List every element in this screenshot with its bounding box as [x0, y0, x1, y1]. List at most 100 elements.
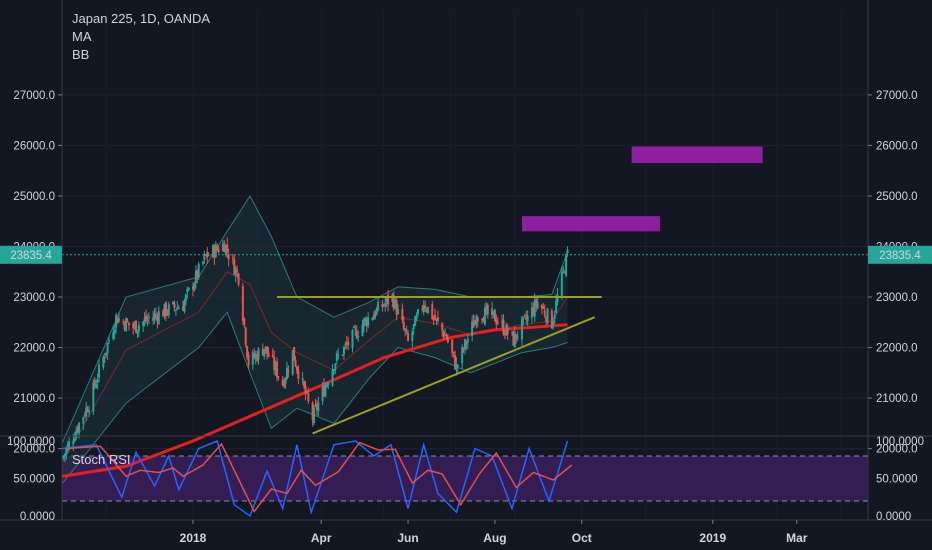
candle-body [145, 315, 148, 322]
candle-body [560, 271, 563, 297]
osc-tick-right: 100.0000 [876, 436, 924, 448]
candle-body [163, 303, 166, 317]
candle-body [324, 385, 327, 397]
candle-body [68, 441, 71, 447]
last-price-tag-right [868, 245, 932, 264]
candle-body [516, 336, 519, 338]
candle-body [291, 350, 294, 375]
candle-body [115, 314, 118, 328]
candle-body [146, 319, 149, 321]
candle-body [357, 336, 360, 338]
candle-body [485, 306, 488, 309]
candle-body [274, 363, 277, 371]
stoch-rsi-legend[interactable]: Stoch RSI [72, 451, 131, 469]
candle-body [526, 315, 529, 322]
candle-body [506, 327, 509, 335]
candle-body [287, 370, 290, 372]
x-tick-label: Aug [483, 531, 506, 545]
candle-body [297, 370, 300, 379]
candle-body [214, 244, 217, 258]
candle-body [466, 338, 469, 343]
candle-body [122, 321, 125, 323]
candle-body [102, 357, 105, 368]
candle-body [331, 368, 334, 386]
candle-body [237, 273, 240, 285]
candle-body [472, 321, 475, 328]
chart-drawings[interactable] [62, 146, 868, 435]
candle-body [147, 316, 150, 319]
x-tick-label: Mar [786, 531, 808, 545]
candle-body [395, 300, 398, 316]
candle-body [533, 299, 536, 317]
candle-body [142, 321, 145, 326]
candle-body [207, 255, 210, 257]
candle-body [562, 269, 565, 271]
candle-body [341, 354, 344, 356]
candle-body [152, 317, 155, 321]
candle-body [305, 391, 308, 393]
candle-body [335, 353, 338, 361]
candle-body [471, 321, 474, 337]
candle-body [86, 408, 89, 412]
candle-body [431, 303, 434, 320]
candle-body [314, 404, 317, 406]
candle-body [512, 331, 515, 346]
candle-body [543, 310, 546, 316]
candle-body [382, 304, 385, 306]
candle-body [167, 304, 170, 316]
candle-body [510, 331, 513, 333]
candle-body [435, 318, 438, 320]
candle-body [63, 453, 66, 456]
candle-body [126, 320, 129, 322]
bollinger-lower-line [61, 311, 568, 485]
candle-body [493, 309, 496, 322]
candle-body [65, 448, 68, 455]
candle-body [384, 303, 387, 307]
candle-body [281, 379, 284, 385]
candle-body [224, 245, 227, 255]
candle-body [154, 313, 157, 316]
last-price-text-left: 23835.4 [10, 250, 52, 262]
candle-body [362, 318, 365, 327]
y-tick-right: 23000.0 [876, 292, 918, 304]
candle-body [116, 317, 119, 324]
candle-body [315, 404, 318, 410]
candle-body [127, 322, 130, 326]
candle-body [93, 380, 96, 387]
candle-body [125, 318, 128, 332]
candle-body [505, 324, 508, 336]
candle-body [436, 317, 439, 322]
moving-average [61, 323, 568, 478]
candle-body [156, 315, 159, 322]
x-tick-label: 2018 [180, 531, 207, 545]
candle-body [143, 318, 146, 322]
candle-body [327, 383, 330, 386]
tick-labels: 27000.0 27000.0 26000.0 26000.0 25000.0 25000… [7, 90, 924, 545]
candle-body [482, 321, 485, 323]
y-tick-left: 21000.0 [13, 393, 55, 405]
y-tick-left: 20000.0 [13, 444, 55, 456]
candle-body [501, 320, 504, 322]
ma-indicator-label[interactable]: MA [72, 29, 92, 44]
chart-title[interactable]: Japan 225, 1D, OANDA [72, 11, 211, 26]
candle-body [530, 307, 533, 318]
candle-body [96, 379, 99, 383]
candle-body [496, 321, 499, 324]
candle-body [172, 301, 175, 304]
candle-body [243, 318, 246, 326]
candle-body [216, 246, 219, 250]
last-price-text-right: 23835.4 [879, 250, 921, 262]
candle-body [254, 353, 257, 359]
candle-body [385, 297, 388, 302]
y-tick-left: 22000.0 [13, 343, 55, 355]
stoch-d-line [66, 441, 573, 513]
candle-body [92, 382, 95, 412]
last-price-tag-left [0, 245, 62, 264]
bb-indicator-label[interactable]: BB [72, 47, 90, 62]
candle-body [442, 331, 445, 338]
candle-body [88, 410, 91, 413]
candle-body [563, 271, 566, 274]
candle-body [422, 305, 425, 312]
candle-body [347, 341, 350, 346]
